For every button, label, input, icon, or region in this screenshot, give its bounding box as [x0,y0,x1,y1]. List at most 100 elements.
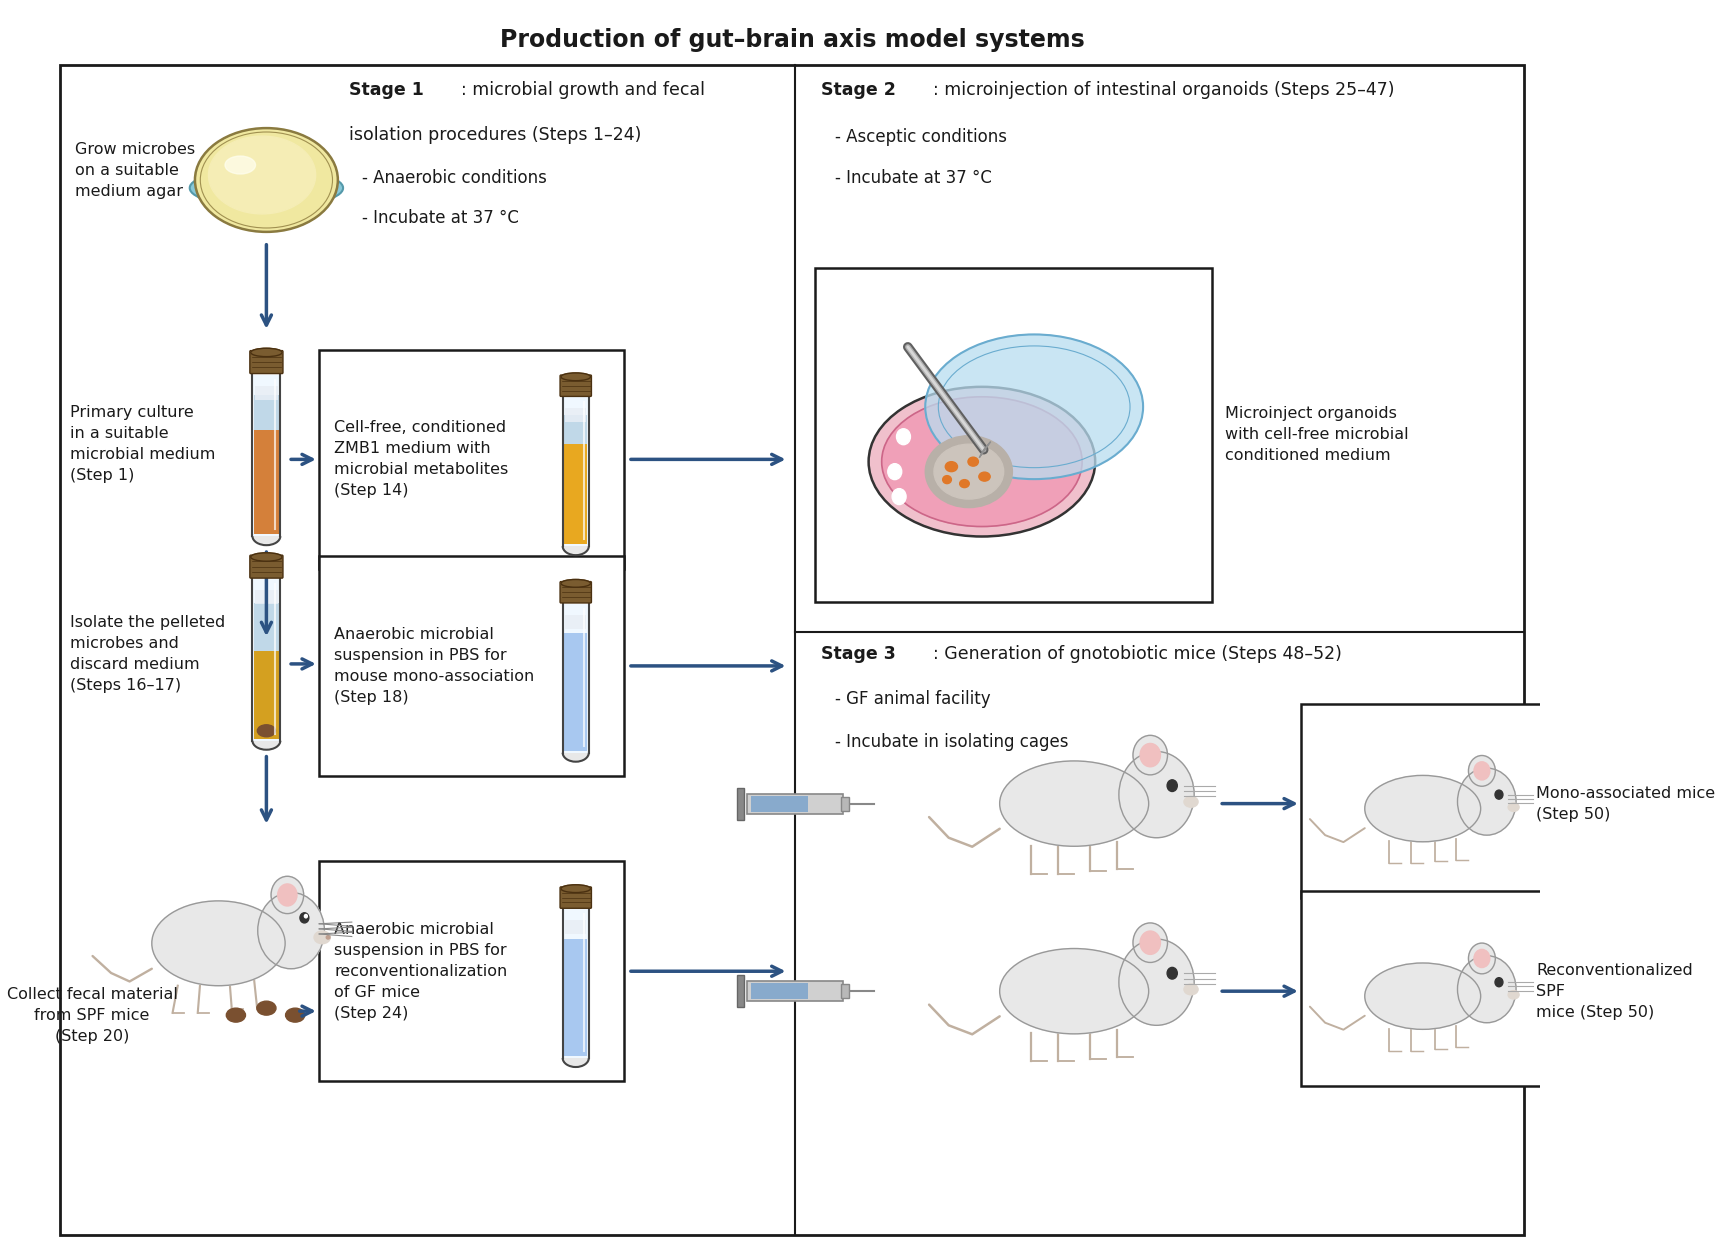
Ellipse shape [561,885,591,893]
Ellipse shape [227,1008,246,1022]
FancyBboxPatch shape [565,633,587,751]
Text: Anaerobic microbial
suspension in PBS for
mouse mono-association
(Step 18): Anaerobic microbial suspension in PBS fo… [335,627,534,705]
Circle shape [1119,751,1193,838]
Circle shape [258,893,325,969]
FancyBboxPatch shape [747,981,843,1001]
Ellipse shape [999,761,1149,846]
Ellipse shape [252,732,280,749]
Circle shape [1468,755,1496,786]
FancyBboxPatch shape [747,794,843,814]
FancyBboxPatch shape [251,556,283,578]
FancyBboxPatch shape [750,795,809,811]
Text: Anaerobic microbial
suspension in PBS for
reconventionalization
of GF mice
(Step: Anaerobic microbial suspension in PBS fo… [335,922,508,1021]
Polygon shape [979,441,991,458]
FancyBboxPatch shape [252,579,280,741]
Circle shape [893,489,907,504]
FancyBboxPatch shape [841,984,850,998]
FancyBboxPatch shape [563,398,589,547]
Ellipse shape [563,745,589,761]
Ellipse shape [258,1001,276,1016]
FancyBboxPatch shape [254,603,278,651]
Ellipse shape [252,528,280,544]
Ellipse shape [968,458,979,466]
Circle shape [271,877,304,914]
FancyBboxPatch shape [319,861,623,1081]
Ellipse shape [196,128,338,232]
Text: Stage 2: Stage 2 [821,82,896,99]
Text: : microinjection of intestinal organoids (Steps 25–47): : microinjection of intestinal organoids… [932,82,1394,99]
Ellipse shape [946,461,958,472]
Circle shape [1133,923,1168,963]
Ellipse shape [1185,984,1198,994]
FancyBboxPatch shape [252,375,280,537]
FancyBboxPatch shape [560,582,591,603]
Ellipse shape [561,372,591,381]
Circle shape [304,914,307,918]
Text: Stage 1: Stage 1 [349,82,424,99]
Ellipse shape [883,396,1082,527]
FancyBboxPatch shape [737,788,743,820]
Text: - Incubate at 37 °C: - Incubate at 37 °C [834,169,991,187]
Ellipse shape [1185,796,1198,808]
FancyBboxPatch shape [254,395,278,430]
FancyBboxPatch shape [254,430,278,534]
Text: - Anaerobic conditions: - Anaerobic conditions [362,169,548,187]
Circle shape [1133,735,1168,775]
FancyBboxPatch shape [565,409,585,423]
Circle shape [1458,769,1516,835]
Text: Reconventionalized
SPF
mice (Step 50): Reconventionalized SPF mice (Step 50) [1537,963,1693,1020]
Circle shape [896,429,910,445]
FancyBboxPatch shape [254,651,278,739]
FancyBboxPatch shape [1301,703,1717,898]
Ellipse shape [189,168,343,208]
Circle shape [1168,967,1178,979]
Text: Cell-free, conditioned
ZMB1 medium with
microbial metabolites
(Step 14): Cell-free, conditioned ZMB1 medium with … [335,420,508,498]
Text: - Incubate at 37 °C: - Incubate at 37 °C [362,209,519,227]
Ellipse shape [934,444,1004,499]
Circle shape [1473,949,1490,968]
Circle shape [1496,790,1502,799]
Circle shape [1473,761,1490,780]
Text: Grow microbes
on a suitable
medium agar: Grow microbes on a suitable medium agar [76,142,194,198]
Circle shape [1458,956,1516,1023]
Ellipse shape [943,475,951,484]
FancyBboxPatch shape [841,796,850,810]
Text: Primary culture
in a suitable
microbial medium
(Step 1): Primary culture in a suitable microbial … [70,405,216,483]
Text: Microinject organoids
with cell-free microbial
conditioned medium: Microinject organoids with cell-free mic… [1224,406,1408,464]
Text: - Incubate in isolating cages: - Incubate in isolating cages [834,732,1068,751]
Ellipse shape [225,155,256,174]
FancyBboxPatch shape [565,938,587,1056]
Circle shape [888,464,901,479]
Text: : Generation of gnotobiotic mice (Steps 48–52): : Generation of gnotobiotic mice (Steps … [932,645,1343,663]
Circle shape [1140,930,1161,954]
Ellipse shape [563,538,589,554]
Circle shape [1168,780,1178,791]
Text: isolation procedures (Steps 1–24): isolation procedures (Steps 1–24) [349,127,642,144]
Text: - Asceptic conditions: - Asceptic conditions [834,128,1006,145]
FancyBboxPatch shape [565,415,587,444]
Text: Stage 3: Stage 3 [821,645,896,663]
FancyBboxPatch shape [816,268,1212,602]
Text: Production of gut–brain axis model systems: Production of gut–brain axis model syste… [500,29,1085,53]
Circle shape [1468,943,1496,974]
Ellipse shape [1508,803,1520,811]
Ellipse shape [979,473,991,482]
Text: - GF animal facility: - GF animal facility [834,690,991,707]
FancyBboxPatch shape [256,591,278,604]
Ellipse shape [314,930,330,944]
FancyBboxPatch shape [737,976,743,1007]
Ellipse shape [208,137,316,214]
Text: : microbial growth and fecal: : microbial growth and fecal [460,82,704,99]
Text: Isolate the pelleted
microbes and
discard medium
(Steps 16–17): Isolate the pelleted microbes and discar… [70,614,225,693]
Ellipse shape [1508,991,1520,999]
FancyBboxPatch shape [251,351,283,374]
Ellipse shape [561,579,591,587]
Ellipse shape [326,935,330,939]
Ellipse shape [999,948,1149,1033]
Ellipse shape [1365,775,1480,841]
Ellipse shape [285,1008,304,1022]
Ellipse shape [563,1050,589,1066]
Ellipse shape [1365,963,1480,1030]
Ellipse shape [251,349,282,356]
Circle shape [1140,744,1161,766]
